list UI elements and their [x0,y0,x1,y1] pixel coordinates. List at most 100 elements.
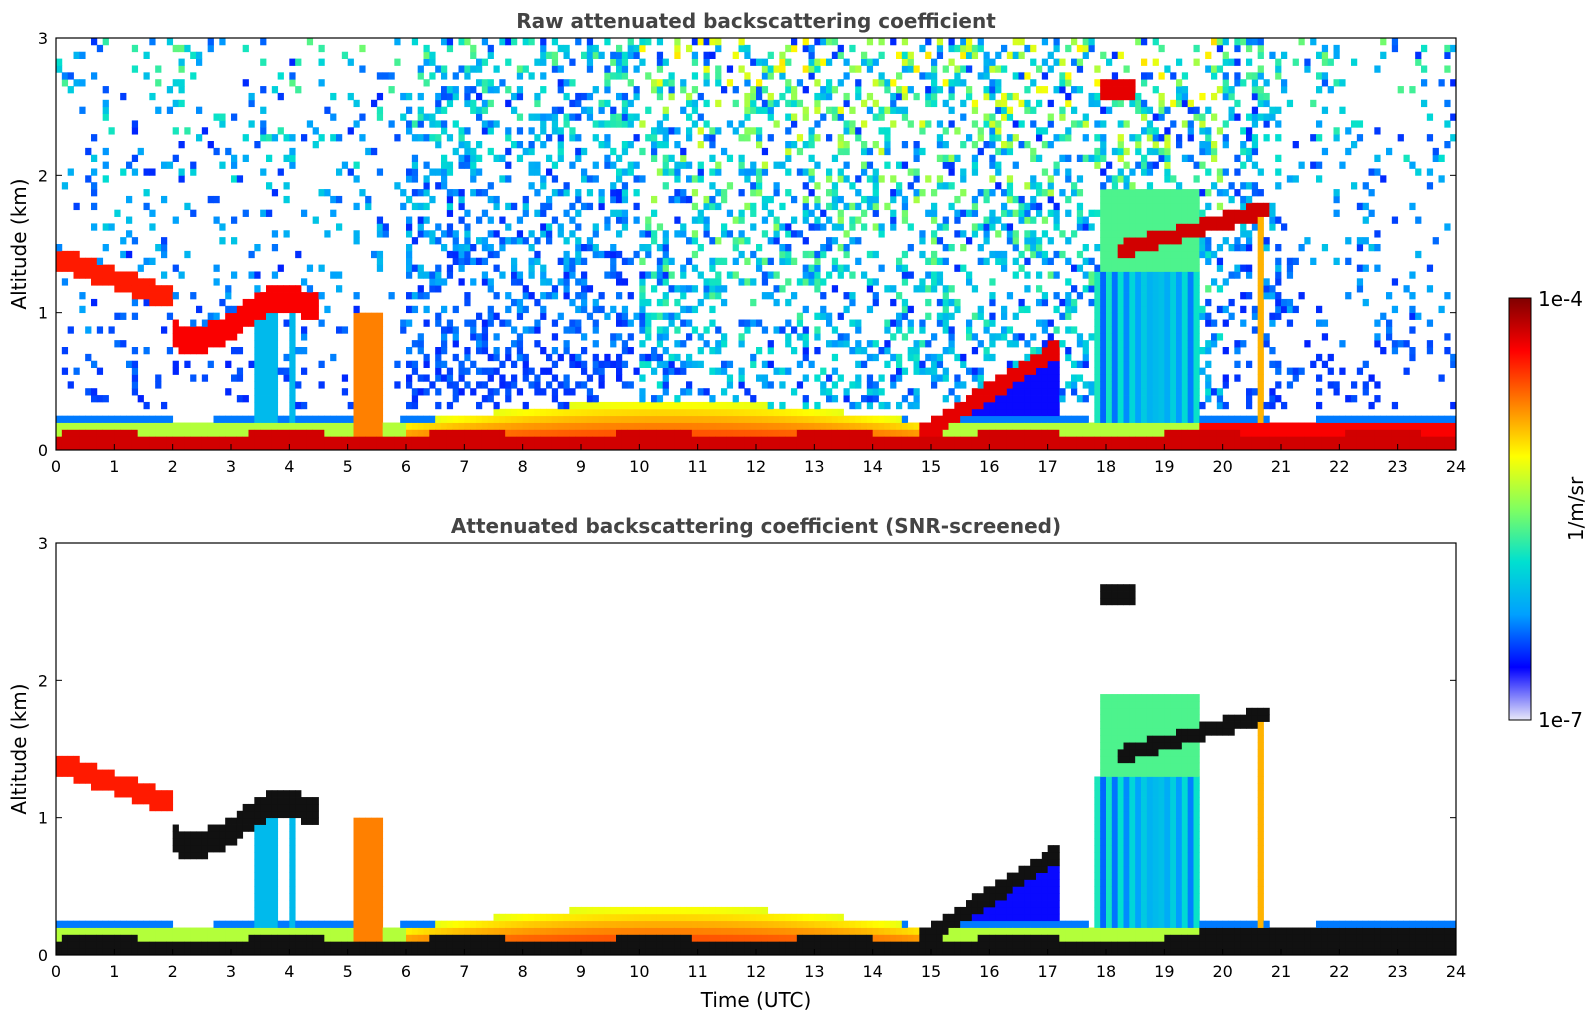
heatmap-cell [942,141,949,149]
heatmap-cell [715,340,722,348]
heatmap-cell [184,340,191,348]
heatmap-cell [639,319,646,327]
heatmap-cell [691,250,699,259]
heatmap-cell [516,271,524,279]
heatmap-cell [750,401,757,410]
heatmap-cell [1176,134,1183,142]
heatmap-cell [610,360,617,368]
heatmap-cell [1117,374,1124,382]
heatmap-cell [551,395,559,403]
heatmap-cell [761,99,769,108]
heatmap-cell [721,436,728,444]
heatmap-cell [435,237,442,245]
heatmap-cell [1053,292,1060,300]
heatmap-cell [1094,134,1101,142]
heatmap-cell [779,250,786,259]
heatmap-cell [715,347,722,355]
heatmap-cell [732,216,739,224]
heatmap-cell [131,360,139,368]
heatmap-cell [814,182,821,190]
heatmap-cell [633,250,640,259]
heatmap-cell [546,134,553,142]
heatmap-cell [802,422,809,430]
heatmap-cell [633,312,640,320]
heatmap-cell [948,298,955,307]
heatmap-cell [516,408,524,417]
heatmap-cell [680,388,687,396]
heatmap-cell [1024,237,1031,245]
heatmap-cell [826,395,833,403]
heatmap-cell [651,395,658,403]
heatmap-cell [516,72,524,80]
heatmap-cell [1053,381,1060,389]
heatmap-cell [680,360,687,368]
heatmap-cell [1216,333,1224,341]
heatmap-cell [796,312,804,320]
heatmap-cell [248,298,255,307]
heatmap-cell [1187,319,1194,327]
heatmap-cell [131,367,139,375]
heatmap-cell [1181,305,1189,314]
heatmap-cell [1041,127,1049,135]
heatmap-cell [336,429,343,437]
heatmap-cell [697,436,704,444]
heatmap-cell [831,113,839,121]
heatmap-cell [843,175,850,183]
heatmap-cell [738,415,745,423]
heatmap-cell [190,319,197,327]
heatmap-cell [592,86,599,94]
heatmap-cell [155,374,162,382]
heatmap-cell [575,237,582,245]
heatmap-cell [651,195,658,204]
heatmap-cell [1141,388,1148,396]
heatmap-cell [1001,223,1008,231]
heatmap-cell [1123,340,1130,348]
heatmap-cell [213,216,220,224]
heatmap-cell [651,79,658,87]
heatmap-cell [225,436,232,444]
heatmap-cell [1012,134,1019,142]
heatmap-cell [143,278,150,286]
heatmap-cell [1164,347,1171,355]
heatmap-cell [196,333,203,341]
heatmap-cell [1117,298,1124,307]
heatmap-cell [738,367,745,375]
heatmap-cell [1001,374,1008,382]
heatmap-cell [1047,141,1054,149]
heatmap-cell [1036,127,1043,135]
heatmap-cell [306,429,314,437]
heatmap-cell [452,147,459,156]
heatmap-cell [347,429,354,437]
heatmap-cell [1100,209,1107,217]
heatmap-cell [575,422,582,430]
heatmap-cell [1036,86,1043,94]
heatmap-cell [557,154,564,162]
heatmap-cell [861,99,868,108]
heatmap-cell [546,51,553,59]
heatmap-cell [61,436,69,444]
heatmap-cell [995,134,1002,142]
heatmap-cell [878,38,885,46]
heatmap-cell [738,422,745,430]
heatmap-cell [750,189,757,197]
heatmap-cell [376,429,384,437]
heatmap-cell [1059,250,1066,259]
heatmap-cell [989,436,996,444]
heatmap-cell [347,92,354,101]
heatmap-cell [1181,244,1189,252]
heatmap-cell [1146,168,1154,176]
heatmap-cell [266,298,273,307]
heatmap-cell [878,230,885,238]
heatmap-cell [1158,189,1165,197]
heatmap-cell [627,99,634,108]
heatmap-cell [184,127,191,135]
heatmap-cell [557,278,564,286]
heatmap-cell [1164,340,1171,348]
heatmap-cell [837,168,844,176]
heatmap-cell [656,360,664,368]
heatmap-cell [376,113,384,121]
heatmap-cell [178,168,185,176]
heatmap-cell [260,106,267,114]
heatmap-cell [575,99,582,108]
heatmap-cell [575,154,582,162]
